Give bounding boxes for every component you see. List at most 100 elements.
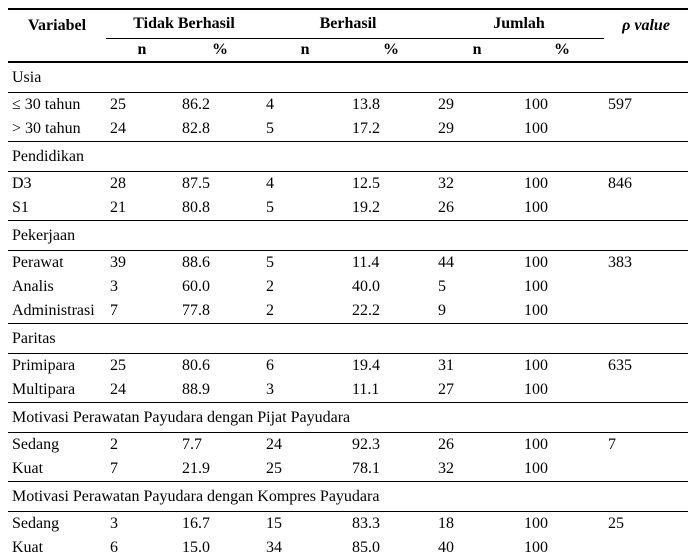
cell-berhasil-n: 3 [266, 381, 275, 399]
row-label-cell: Sedang [12, 436, 60, 454]
cell-berhasil-pct: 11.4 [352, 254, 380, 272]
cell-p-value [604, 299, 688, 324]
cell-jumlah-pct: 100 [524, 120, 549, 138]
cell-p-value [604, 378, 688, 403]
cell-jumlah-pct: 100 [524, 199, 549, 217]
subcol-tidak-berhasil-n: n [106, 38, 178, 63]
cell-tidak-berhasil-pct: 82.8 [182, 120, 210, 138]
cell-tidak-berhasil-n: 7 [110, 302, 118, 320]
cell-jumlah-pct: 100 [524, 539, 549, 556]
cell-p-value: 597 [608, 96, 633, 114]
cell-berhasil-n: 24 [266, 436, 283, 454]
section-title-cell: Usia [8, 61, 689, 93]
cell-berhasil-n: 15 [266, 515, 283, 533]
cell-tidak-berhasil-pct: 7.7 [182, 436, 202, 454]
cell-berhasil-n: 5 [266, 199, 275, 217]
row-label-cell: Perawat [12, 254, 64, 272]
cell-jumlah-pct: 100 [524, 175, 549, 193]
row-label-cell: Primipara [12, 357, 76, 375]
cell-tidak-berhasil-pct: 15.0 [182, 539, 210, 556]
cell-tidak-berhasil-n: 3 [110, 515, 118, 533]
cell-berhasil-pct: 19.2 [352, 199, 381, 217]
cell-jumlah-n: 40 [438, 539, 455, 556]
cell-jumlah-pct: 100 [524, 96, 549, 114]
section-row: Motivasi Perawatan Payudara dengan Pijat… [8, 402, 689, 433]
header-row-groups: Variabel Tidak Berhasil Berhasil Jumlah … [8, 9, 689, 63]
cell-jumlah-pct: 100 [524, 278, 549, 296]
table-row: Multipara 24 88.9 3 11.1 27 100 [8, 378, 688, 403]
cell-tidak-berhasil-n: 25 [110, 96, 126, 114]
cell-tidak-berhasil-pct: 16.7 [182, 515, 210, 533]
cell-jumlah-n: 32 [438, 175, 455, 193]
table-row: > 30 tahun 24 82.8 5 17.2 29 100 [8, 117, 688, 142]
cell-berhasil-pct: 92.3 [352, 436, 381, 454]
cell-tidak-berhasil-pct: 86.2 [182, 96, 210, 114]
table-body: Usia ≤ 30 tahun 25 86.2 4 13.8 29 100 597 > 30 ta… [8, 61, 689, 556]
col-group-jumlah: Jumlah [434, 9, 605, 39]
cell-jumlah-pct: 100 [524, 254, 549, 272]
cell-jumlah-pct: 100 [524, 460, 549, 478]
cell-berhasil-pct: 19.4 [352, 357, 381, 375]
cell-berhasil-pct: 22.2 [352, 302, 381, 320]
row-label-cell: Multipara [12, 381, 76, 399]
row-label-cell: S1 [12, 199, 29, 217]
cell-berhasil-n: 5 [266, 254, 275, 272]
row-label-cell: Kuat [12, 460, 44, 478]
cell-jumlah-n: 18 [438, 515, 455, 533]
crosstab-table: Variabel Tidak Berhasil Berhasil Jumlah … [8, 8, 689, 556]
cell-tidak-berhasil-pct: 77.8 [182, 302, 210, 320]
cell-jumlah-n: 27 [438, 381, 455, 399]
table-row: Kuat 6 15.0 34 85.0 40 100 [8, 536, 688, 556]
table-header: Variabel Tidak Berhasil Berhasil Jumlah … [8, 9, 689, 63]
cell-berhasil-pct: 13.8 [352, 96, 381, 114]
cell-tidak-berhasil-n: 25 [110, 357, 126, 375]
cell-berhasil-n: 5 [266, 120, 275, 138]
cell-tidak-berhasil-n: 7 [110, 460, 118, 478]
section-title-cell: Pekerjaan [8, 220, 689, 251]
cell-tidak-berhasil-pct: 80.6 [182, 357, 210, 375]
cell-jumlah-pct: 100 [524, 357, 549, 375]
cell-p-value [604, 117, 688, 142]
col-group-berhasil: Berhasil [262, 9, 435, 39]
section-row: Pekerjaan [8, 220, 689, 251]
row-label-cell: > 30 tahun [12, 120, 81, 138]
section-row: Pendidikan [8, 141, 689, 172]
section-row: Usia [8, 61, 689, 93]
cell-berhasil-n: 2 [266, 302, 275, 320]
row-label-cell: Sedang [12, 515, 60, 533]
cell-berhasil-pct: 78.1 [352, 460, 381, 478]
cell-tidak-berhasil-pct: 88.9 [182, 381, 210, 399]
cell-tidak-berhasil-n: 21 [110, 199, 126, 217]
row-label-cell: ≤ 30 tahun [12, 96, 81, 114]
subcol-jumlah-pct: % [520, 38, 605, 63]
cell-berhasil-pct: 40.0 [352, 278, 381, 296]
cell-p-value: 846 [608, 175, 633, 193]
row-label-cell: Analis [12, 278, 54, 296]
cell-p-value: 383 [608, 254, 633, 272]
section-title-cell: Paritas [8, 323, 689, 354]
col-header-variabel: Variabel [8, 9, 106, 63]
table-row: D3 28 87.5 4 12.5 32 100 846 [8, 172, 688, 197]
section-row: Motivasi Perawatan Payudara dengan Kompr… [8, 481, 689, 512]
table-row: Kuat 7 21.9 25 78.1 32 100 [8, 457, 688, 482]
cell-jumlah-pct: 100 [524, 515, 549, 533]
cell-jumlah-pct: 100 [524, 436, 549, 454]
row-label-cell: Administrasi [12, 302, 95, 320]
table-row: Sedang 3 16.7 15 83.3 18 100 25 [8, 512, 688, 537]
cell-tidak-berhasil-pct: 60.0 [182, 278, 210, 296]
cell-jumlah-n: 9 [438, 302, 447, 320]
cell-berhasil-pct: 85.0 [352, 539, 381, 556]
col-group-tidak-berhasil: Tidak Berhasil [106, 9, 263, 39]
cell-berhasil-pct: 17.2 [352, 120, 381, 138]
cell-jumlah-n: 29 [438, 96, 455, 114]
table-row: Perawat 39 88.6 5 11.4 44 100 383 [8, 251, 688, 276]
row-label-cell: Kuat [12, 539, 44, 556]
table-row: S1 21 80.8 5 19.2 26 100 [8, 196, 688, 221]
cell-tidak-berhasil-n: 2 [110, 436, 118, 454]
cell-p-value [604, 457, 688, 482]
cell-tidak-berhasil-pct: 88.6 [182, 254, 210, 272]
cell-tidak-berhasil-pct: 21.9 [182, 460, 210, 478]
cell-p-value: 635 [608, 357, 633, 375]
cell-berhasil-pct: 11.1 [352, 381, 380, 399]
section-title-cell: Motivasi Perawatan Payudara dengan Pijat… [8, 402, 689, 433]
